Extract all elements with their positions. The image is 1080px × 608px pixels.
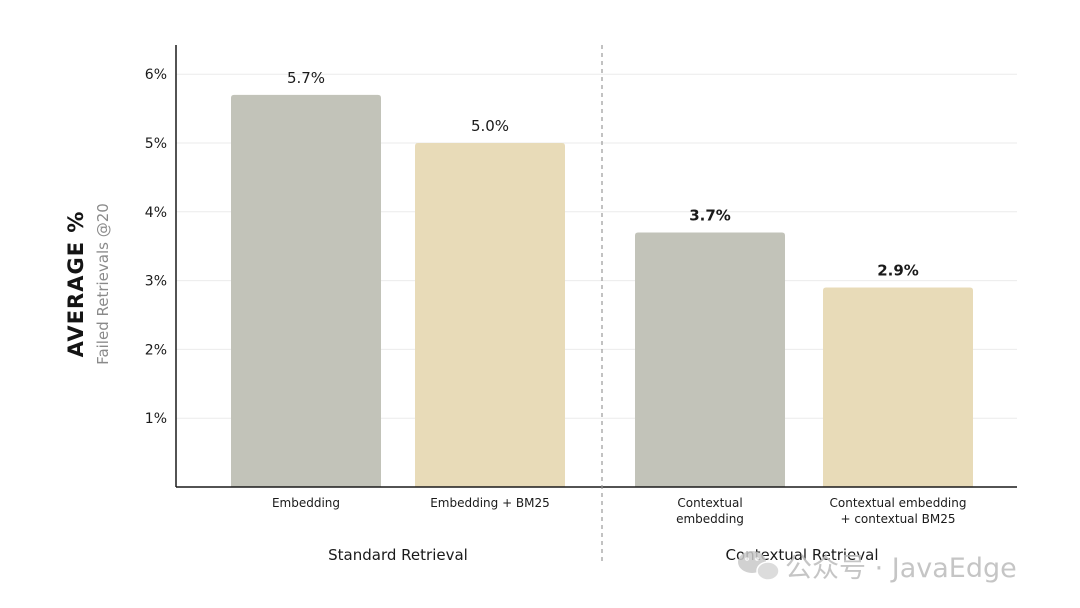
wechat-icon (738, 551, 780, 581)
category-labels: Embedding Embedding + BM25 Contextual embed… (272, 496, 967, 526)
bar (415, 143, 565, 487)
watermark-text: 公众号 · JavaEdge (785, 553, 1017, 584)
data-label: 5.7% (287, 69, 325, 87)
y-axis-subtitle: Failed Retrievals @20 (94, 203, 112, 365)
bar (823, 287, 973, 487)
category-label: Contextual embedding + contextual BM25 (830, 496, 967, 526)
category-label: Contextual embedding (676, 496, 744, 526)
watermark: 公众号 · JavaEdge (738, 551, 1017, 584)
value-labels: 5.7% 5.0% 3.7% 2.9% (287, 69, 919, 280)
bars (231, 94, 973, 487)
y-tick-label: 5% (145, 136, 167, 152)
y-tick-labels: 1% 2% 3% 4% 5% 6% (145, 67, 167, 427)
y-axis-title: AVERAGE % (64, 211, 88, 358)
y-tick-label: 1% (145, 411, 167, 427)
y-tick-label: 3% (145, 274, 167, 290)
bar (231, 94, 381, 487)
group-label: Standard Retrieval (328, 546, 468, 564)
axes (175, 45, 1017, 562)
y-tick-label: 2% (145, 342, 167, 358)
bar (635, 232, 785, 487)
data-label: 5.0% (471, 117, 509, 135)
category-label: Embedding (272, 496, 340, 510)
y-axis-label: AVERAGE % Failed Retrievals @20 (64, 203, 112, 365)
y-tick-label: 6% (145, 67, 167, 83)
data-label: 2.9% (877, 261, 919, 279)
data-label: 3.7% (689, 206, 731, 224)
category-label: Embedding + BM25 (430, 496, 550, 510)
y-tick-label: 4% (145, 205, 167, 221)
